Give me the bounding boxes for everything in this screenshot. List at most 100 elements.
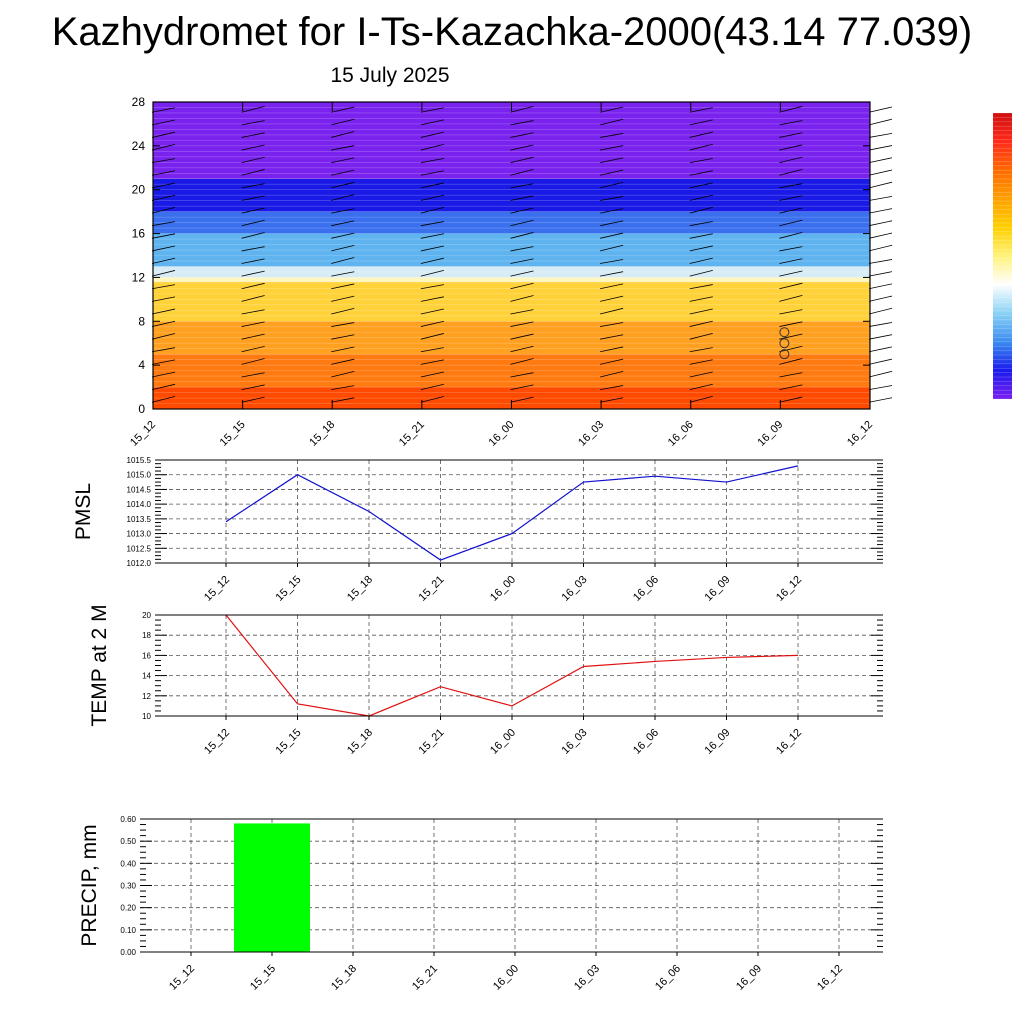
heatmap-band — [153, 178, 870, 212]
wind-barb — [868, 295, 893, 302]
wind-barb — [331, 283, 355, 290]
y-tick-label: 18 — [142, 631, 151, 640]
marker-circle — [779, 327, 790, 338]
wind-barb — [510, 132, 534, 138]
y-tick-label: 16 — [142, 651, 151, 660]
wind-barb — [510, 207, 534, 214]
wind-barb — [331, 106, 355, 113]
wind-barb — [241, 183, 265, 189]
wind-barb — [420, 245, 444, 252]
marker-circle — [779, 338, 790, 349]
wind-barb — [331, 346, 355, 353]
wind-barb — [331, 307, 355, 315]
wind-barb — [600, 244, 624, 252]
x-tick-label: 15_21 — [397, 419, 427, 449]
wind-barb — [779, 183, 803, 189]
wind-barb — [151, 396, 176, 403]
wind-barb — [331, 220, 355, 227]
wind-barb — [510, 120, 534, 126]
wind-barb — [868, 181, 893, 189]
wind-barb — [600, 271, 624, 277]
wind-barb — [868, 358, 893, 365]
wind-barb — [689, 257, 713, 264]
wind-barb — [420, 383, 444, 391]
x-tick-label: 16_12 — [774, 574, 804, 604]
wind-barb — [689, 143, 713, 151]
y-tick-label: 14 — [142, 672, 151, 681]
precip-panel: 0.00 0.10 0.20 0.30 0.40 0.50 0.60 15_12 15_15 15… — [78, 815, 883, 993]
wind-barb — [151, 245, 176, 252]
wind-barb — [420, 158, 444, 164]
wind-barb — [420, 194, 444, 201]
y-tick-label: 0.40 — [120, 859, 136, 868]
wind-barb — [600, 157, 624, 164]
wind-barb — [600, 358, 624, 365]
y-tick-label: 24 — [132, 139, 146, 153]
wind-barb — [510, 396, 534, 403]
y-tick-label: 20 — [142, 611, 151, 620]
wind-barb — [600, 307, 624, 315]
wind-barb — [510, 258, 534, 264]
wind-barb — [420, 396, 444, 403]
wind-barb — [510, 105, 534, 113]
x-tick-label: 16_06 — [653, 963, 683, 993]
x-tick-label: 16_06 — [666, 419, 696, 449]
wind-barb — [689, 182, 713, 189]
wind-barb — [689, 119, 713, 126]
y-tick-label: 0.20 — [120, 904, 136, 913]
wind-barb — [331, 181, 355, 189]
wind-barb — [331, 371, 355, 378]
wind-barb — [151, 347, 176, 353]
x-tick-label: 15_15 — [248, 963, 278, 993]
wind-barb — [600, 334, 624, 340]
y-tick-label: 28 — [132, 95, 146, 109]
wind-barb — [868, 157, 893, 164]
wind-barb — [689, 221, 713, 227]
y-tick-label: 1015.0 — [127, 471, 152, 480]
wind-barb — [151, 131, 176, 138]
y-axis-label: TEMP at 2 M — [88, 604, 111, 726]
wind-barb — [331, 232, 355, 239]
wind-barb — [420, 333, 444, 340]
wind-barb — [868, 196, 893, 201]
wind-barb — [779, 207, 803, 214]
wind-barb — [600, 283, 624, 290]
wind-barb — [151, 194, 176, 201]
wind-barb — [600, 181, 624, 189]
wind-barb — [420, 221, 444, 227]
colorbar — [993, 112, 1012, 400]
wind-barb — [689, 284, 713, 290]
wind-barb — [779, 231, 803, 239]
wind-barb — [241, 246, 265, 252]
wind-barb — [779, 270, 803, 277]
wind-barb — [241, 384, 265, 391]
wind-barb — [600, 295, 624, 302]
wind-barb — [510, 183, 534, 189]
y-tick-label: 4 — [138, 358, 145, 372]
y-tick-label: 10 — [142, 712, 151, 721]
wind-barb — [420, 182, 444, 189]
wind-barb — [689, 194, 713, 201]
wind-barb — [689, 320, 713, 327]
wind-barb — [868, 346, 893, 353]
wind-barb — [779, 168, 803, 176]
x-tick-label: 15_18 — [329, 963, 359, 993]
y-tick-label: 8 — [138, 314, 145, 328]
x-tick-label: 15_12 — [202, 727, 232, 757]
wind-barb — [420, 284, 444, 290]
wind-barb — [151, 207, 176, 214]
wind-barb — [510, 144, 534, 151]
y-tick-label: 1012.0 — [127, 559, 152, 568]
wind-barb — [510, 270, 534, 277]
y-tick-label: 1014.5 — [127, 485, 152, 494]
wind-barb — [779, 132, 803, 138]
y-tick-label: 1012.5 — [127, 544, 152, 553]
x-tick-label: 16_03 — [576, 419, 606, 449]
y-tick-label: 1015.5 — [127, 456, 152, 465]
wind-barb — [241, 232, 265, 239]
wind-barb — [331, 157, 355, 164]
wind-barb — [510, 372, 534, 378]
wind-barb — [868, 118, 893, 126]
wind-barb — [510, 219, 534, 227]
x-tick-label: 15_12 — [202, 574, 232, 604]
